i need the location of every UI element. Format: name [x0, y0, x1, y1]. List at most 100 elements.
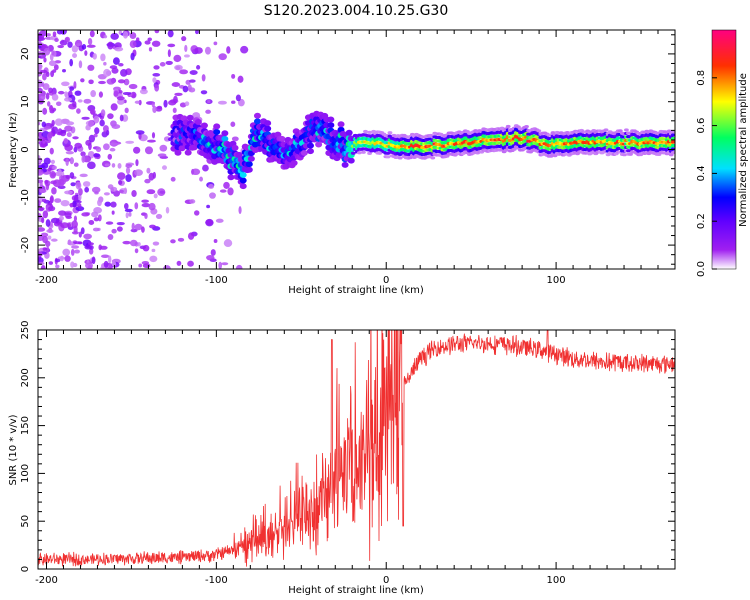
heatmap-cell	[129, 40, 137, 48]
colorbar-tick-label: 0.6	[696, 118, 707, 134]
heatmap-cell	[385, 155, 391, 159]
heatmap-cell	[38, 63, 43, 71]
heatmap-cell	[51, 50, 55, 56]
x-tick-label: -100	[205, 275, 228, 286]
heatmap-cell	[172, 107, 177, 113]
heatmap-cell	[57, 128, 63, 135]
heatmap-cell	[76, 108, 81, 114]
heatmap-cell	[189, 199, 196, 204]
heatmap-cell	[47, 235, 52, 240]
heatmap-cell	[72, 136, 79, 140]
heatmap-cell	[129, 32, 137, 40]
heatmap-cell	[209, 192, 216, 199]
heatmap-cell	[48, 60, 57, 67]
heatmap-cell	[54, 198, 62, 203]
heatmap-cell	[144, 178, 151, 184]
heatmap-cell	[72, 53, 78, 58]
heatmap-cell	[174, 149, 182, 156]
heatmap-cell	[171, 82, 181, 88]
heatmap-cell	[89, 109, 96, 115]
heatmap-cell	[397, 156, 403, 160]
heatmap-cell	[41, 217, 45, 224]
heatmap-cell	[106, 129, 110, 136]
heatmap-cell	[38, 227, 46, 232]
heatmap-cell	[111, 261, 117, 267]
heatmap-cell	[135, 37, 140, 42]
heatmap-cell	[184, 101, 190, 107]
heatmap-cell	[103, 143, 110, 151]
heatmap-cell	[128, 83, 138, 90]
heatmap-cell	[149, 224, 156, 229]
heatmap-cell	[239, 171, 247, 178]
heatmap-cell	[548, 154, 554, 158]
heatmap-cell	[100, 254, 110, 258]
heatmap-cell	[117, 79, 126, 84]
heatmap-cell	[189, 70, 198, 75]
heatmap-cell	[186, 114, 194, 121]
heatmap-cell	[183, 54, 190, 58]
heatmap-cell	[125, 212, 129, 219]
heatmap-cell	[165, 60, 173, 66]
heatmap-cell	[151, 248, 156, 253]
heatmap-cell	[78, 60, 83, 69]
heatmap-cell	[95, 146, 102, 152]
heatmap-cell	[99, 245, 108, 250]
x-tick-label: 0	[383, 275, 389, 286]
heatmap-cell	[124, 202, 129, 210]
heatmap-cell	[51, 119, 55, 126]
heatmap-cell	[60, 199, 70, 207]
heatmap-cell	[231, 73, 236, 79]
heatmap-cell	[187, 84, 192, 92]
y-tick-label: 50	[20, 515, 31, 528]
colorbar: 0.0 0.2 0.4 0.6 0.8 Normalized spectral ampl…	[696, 29, 749, 277]
heatmap-cell	[151, 132, 156, 139]
heatmap-cell	[107, 41, 114, 50]
heatmap-cell	[177, 237, 185, 242]
y-tick-label: -20	[20, 237, 31, 253]
heatmap-cell	[91, 211, 99, 218]
heatmap-cell	[88, 79, 94, 85]
heatmap-cell	[235, 94, 242, 102]
heatmap-cell	[113, 90, 119, 97]
heatmap-cell	[53, 64, 59, 71]
heatmap-cell	[264, 120, 272, 127]
heatmap-cell	[157, 153, 167, 158]
colorbar-gradient	[711, 29, 737, 270]
y-tick-label: 0	[20, 566, 31, 572]
heatmap-cell	[124, 208, 133, 213]
heatmap-cell	[76, 42, 82, 47]
heatmap-cell	[194, 118, 202, 125]
heatmap-cell	[88, 134, 96, 143]
plot-frame	[37, 329, 676, 570]
heatmap-cell	[200, 90, 208, 95]
heatmap-cell	[38, 169, 44, 176]
heatmap-cell	[57, 169, 62, 177]
heatmap-cell	[38, 36, 46, 42]
heatmap-cell	[141, 199, 149, 203]
heatmap-cell	[48, 261, 54, 265]
heatmap-cell	[65, 158, 69, 167]
heatmap-cell	[213, 123, 221, 130]
heatmap-cell	[345, 129, 353, 136]
heatmap-cell	[367, 130, 372, 134]
heatmap-cell	[187, 260, 194, 267]
heatmap-cell	[231, 144, 239, 151]
heatmap-cell	[129, 239, 138, 247]
heatmap-cell	[135, 130, 145, 135]
heatmap-cell	[87, 64, 95, 71]
heatmap-cell	[315, 141, 323, 148]
heatmap-cell	[88, 142, 92, 151]
heatmap-cell	[83, 233, 92, 240]
heatmap-cell	[245, 161, 253, 168]
heatmap-cell	[666, 129, 672, 133]
heatmap-cell	[217, 100, 227, 105]
heatmap-cell	[200, 122, 208, 129]
heatmap-cell	[103, 68, 111, 77]
heatmap-cell	[118, 179, 123, 185]
heatmap-cell	[121, 114, 129, 122]
heatmap-cell	[264, 125, 272, 132]
heatmap-cell	[73, 241, 83, 245]
heatmap-cell	[103, 61, 107, 66]
heatmap-cell	[111, 210, 115, 215]
heatmap-cell	[148, 47, 153, 52]
